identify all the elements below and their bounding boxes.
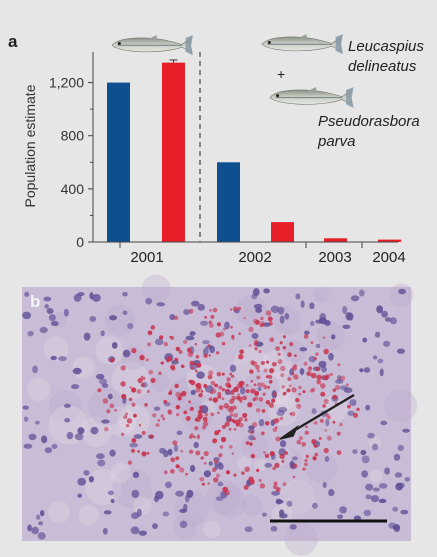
bar-2001-series-1: [107, 82, 130, 242]
bar-2003-series-2: [324, 238, 347, 242]
y-tick-label: 400: [61, 181, 85, 197]
bar-2001-series-2: [162, 62, 185, 243]
x-tick-label: 2002: [238, 249, 271, 266]
pseudorasbora-fish-icon: [269, 86, 355, 109]
x-tick-label: 2003: [318, 249, 351, 266]
bar-2002-series-2: [271, 222, 294, 242]
y-axis-title: Population estimate: [22, 84, 38, 207]
bars: [107, 52, 401, 243]
species-1-epithet: delineatus: [348, 58, 417, 75]
bar-2004-series-2: [378, 239, 401, 242]
species-2-epithet: parva: [317, 133, 356, 150]
micrograph-image: [22, 274, 418, 556]
x-axis: 2001 2002 2003 2004: [93, 241, 406, 266]
x-tick-label: 2004: [372, 249, 405, 266]
arrow-pointer-icon: [279, 394, 355, 440]
x-tick-label: 2001: [130, 249, 163, 266]
leucaspius-fish-icon-right: [261, 33, 344, 55]
y-tick-label: 1,200: [49, 75, 84, 91]
panel-b-label: b: [30, 292, 40, 311]
y-tick-label: 0: [76, 234, 84, 250]
y-tick-label: 800: [61, 128, 85, 144]
species-1-genus: Leucaspius: [348, 38, 424, 55]
plus-sign: +: [277, 66, 285, 82]
species-2-genus: Pseudorasbora: [318, 113, 420, 130]
panel-a-label: a: [8, 32, 18, 51]
y-axis: 0 400 800 1,200: [49, 52, 94, 250]
leucaspius-fish-icon: [111, 34, 194, 56]
bar-2002-series-1: [217, 162, 240, 242]
